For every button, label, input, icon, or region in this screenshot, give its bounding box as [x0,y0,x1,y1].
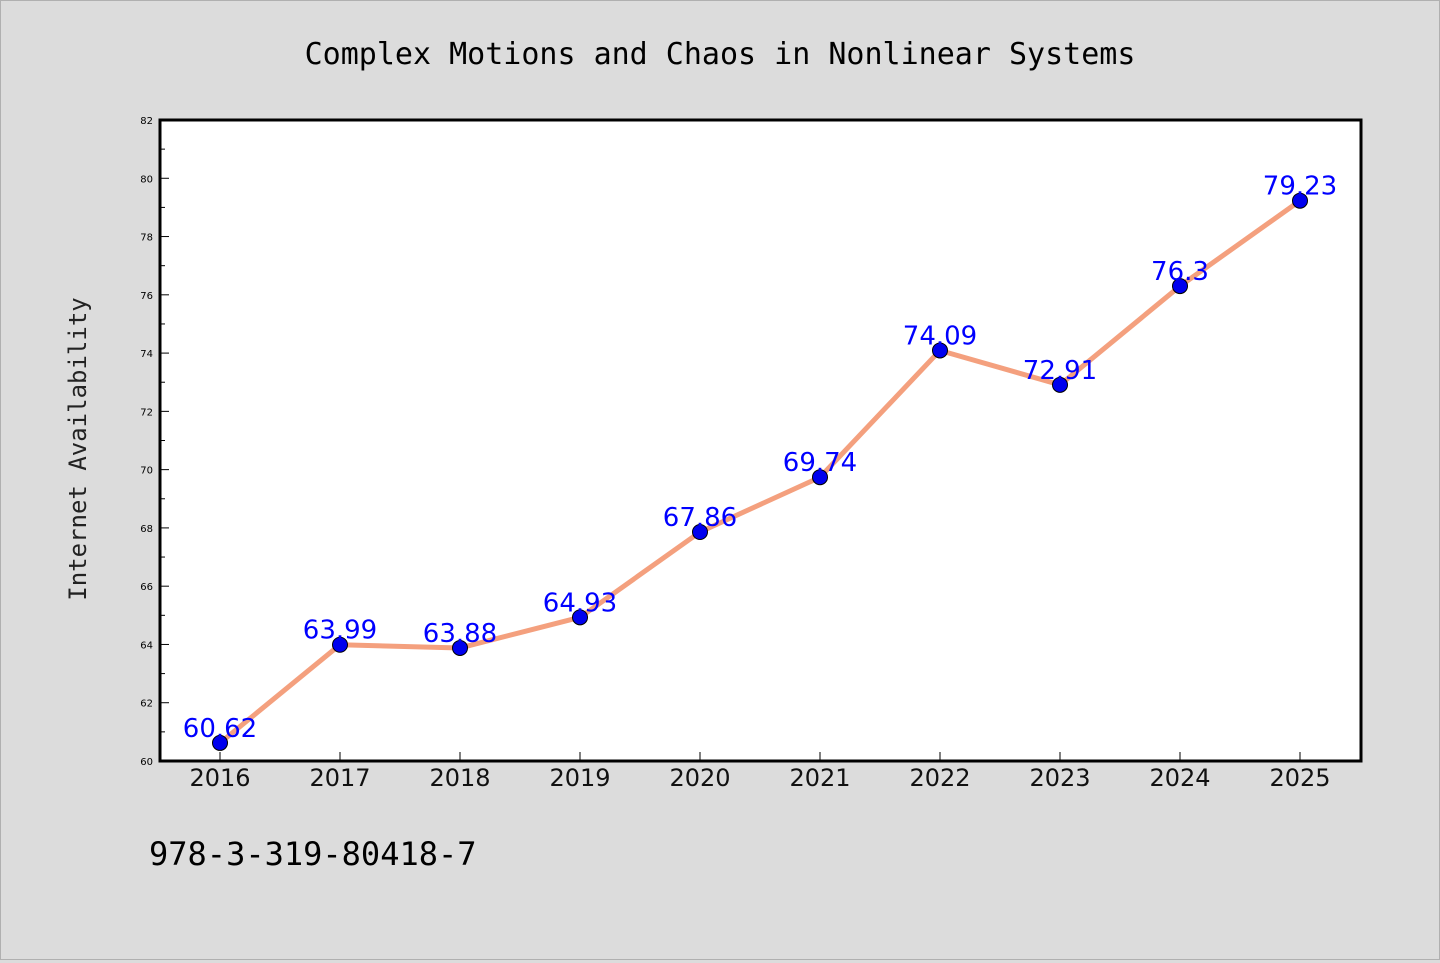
data-point-marker [1292,192,1308,209]
y-tick-label: 60 [140,757,153,768]
y-tick-label: 80 [140,174,153,185]
plot-area [158,118,1363,763]
x-tick-label: 2020 [669,764,730,792]
y-tick-label: 72 [140,407,153,418]
x-tick-label: 2025 [1269,764,1330,792]
x-tick-label: 2017 [309,764,370,792]
data-point-marker [212,734,228,751]
y-tick-label: 62 [140,699,153,710]
series-markers [212,192,1308,751]
y-tick-label: 82 [140,116,153,127]
data-label: 67.86 [663,503,737,533]
data-point-marker [332,636,348,653]
data-label: 64.93 [543,588,617,618]
y-axis-label: Internet Availability [64,297,92,600]
x-tick-label: 2021 [789,764,850,792]
series-line-group [217,198,1303,746]
y-tick-label: 70 [140,466,153,477]
x-tick-label: 2018 [429,764,490,792]
series-line [217,198,1303,746]
y-tick-label: 66 [140,582,153,593]
data-label: 74.09 [903,321,977,351]
x-tick-label: 2023 [1029,764,1090,792]
x-tick-label: 2016 [189,764,250,792]
x-tick-label: 2024 [1149,764,1210,792]
data-point-marker [692,523,708,540]
data-label: 79.23 [1263,172,1337,202]
x-tick-label: 2022 [909,764,970,792]
data-point-marker [932,342,948,359]
data-point-marker [1052,376,1068,393]
data-label: 69.74 [783,448,857,478]
y-axis-ticks: 60 62 64 66 68 70 72 74 76 78 80 82 [140,116,169,768]
y-tick-label: 68 [140,524,153,535]
x-tick-label: 2019 [549,764,610,792]
y-tick-label: 78 [140,233,153,244]
data-point-marker [572,609,588,626]
isbn-text: 978-3-319-80418-7 [149,835,477,873]
chart-title: Complex Motions and Chaos in Nonlinear S… [305,37,1136,72]
y-tick-label: 76 [140,291,153,302]
data-label: 60.62 [183,714,257,744]
data-point-marker [1172,278,1188,295]
y-tick-label: 64 [140,640,153,651]
data-label: 63.88 [423,619,497,649]
data-label: 76.3 [1151,257,1209,287]
x-axis-ticks: 2016 2017 2018 2019 2020 2021 2022 2023 2024 2025 [189,752,1331,792]
data-point-marker [452,639,468,656]
data-label: 72.91 [1023,356,1097,386]
y-tick-label: 74 [140,349,153,360]
data-point-marker [812,469,828,486]
data-labels: 60.62 63.99 63.88 64.93 67.86 69.74 74.09 72.91… [183,172,1337,744]
data-label: 63.99 [303,616,377,646]
